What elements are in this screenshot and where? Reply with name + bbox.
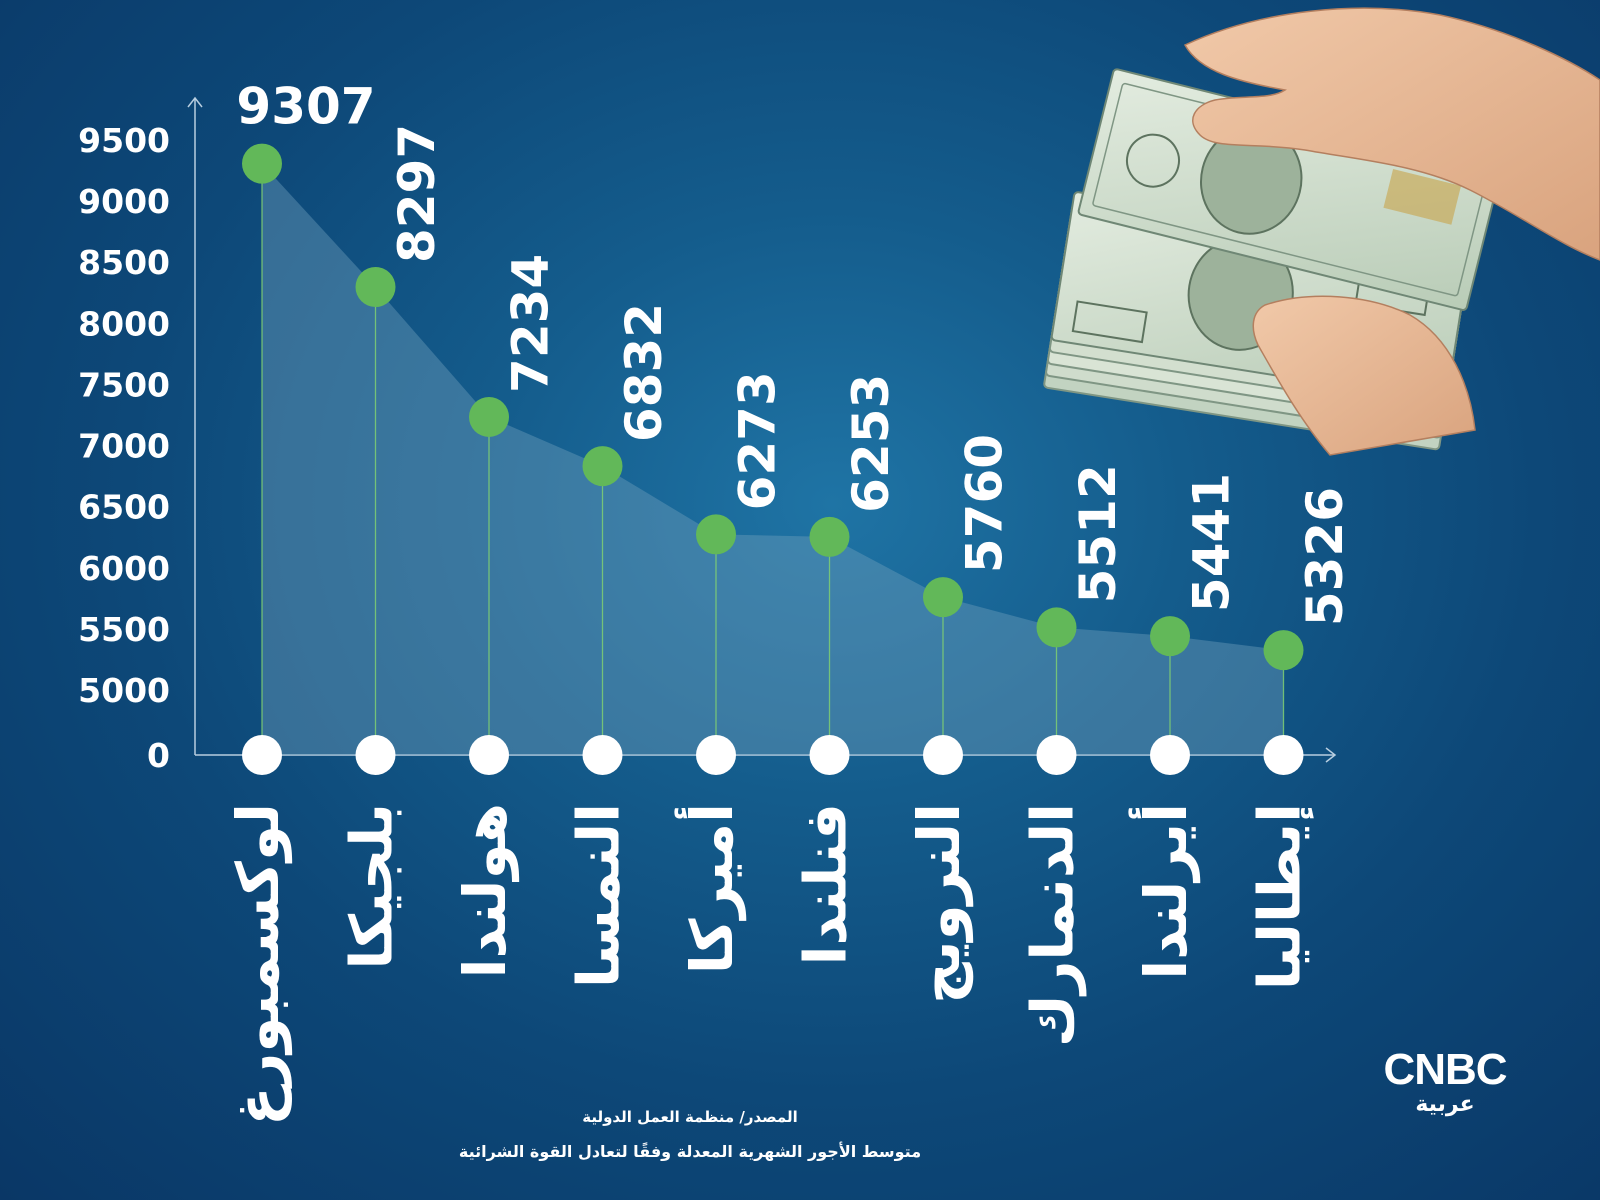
category-label: الدنمارك: [1019, 803, 1087, 1047]
y-tick-label: 7000: [78, 427, 170, 466]
logo-sub-text: عربية: [1415, 1092, 1475, 1117]
baseline-marker: [242, 735, 282, 775]
hands-holding-dollar-bills-icon: [1043, 7, 1600, 456]
metric-description: متوسط الأجور الشهرية المعدلة وفقًا لتعاد…: [458, 1142, 922, 1161]
category-label: لوكسمبورغ: [224, 803, 293, 1126]
category-label: هولندا: [451, 803, 520, 978]
baseline-marker: [1036, 735, 1077, 775]
y-tick-label: 8500: [78, 243, 170, 282]
y-tick-label: 9000: [78, 182, 170, 221]
value-label: 5760: [956, 434, 1014, 573]
baseline-marker: [1263, 735, 1304, 775]
y-tick-label: 5500: [78, 610, 170, 649]
y-tick-label: 7500: [78, 365, 170, 404]
category-label: أيرلندا: [1128, 803, 1201, 980]
value-label: 5512: [1069, 464, 1127, 603]
y-tick-label: 6500: [78, 488, 170, 527]
y-tick-labels: 0 5000 5500 6000 6500 7000 7500 8000 8500 9000 950…: [78, 121, 170, 775]
baseline-marker: [469, 735, 509, 775]
y-tick-label: 0: [147, 736, 170, 775]
cnbc-arabia-logo: CNBC عربية: [1365, 1048, 1525, 1118]
category-label: النرويج: [905, 803, 974, 1004]
value-label: 5326: [1296, 487, 1354, 626]
data-point: [242, 143, 282, 184]
baseline-marker: [355, 735, 396, 775]
data-point: [1150, 616, 1190, 657]
baseline-markers: [242, 735, 1304, 775]
y-axis-arrow: [187, 96, 203, 108]
data-point: [1263, 630, 1304, 671]
data-point: [355, 267, 396, 308]
category-label: فنلندا: [792, 803, 860, 965]
source-note: المصدر/ منظمة العمل الدولية: [582, 1108, 798, 1126]
baseline-marker: [582, 735, 623, 775]
data-point: [923, 577, 963, 618]
baseline-marker: [696, 735, 736, 775]
data-point: [582, 446, 623, 487]
data-point: [469, 396, 509, 437]
baseline-marker: [923, 735, 963, 775]
value-label: 6273: [729, 371, 787, 510]
stems: [261, 163, 1285, 755]
category-label: بلجيكا: [338, 803, 406, 969]
category-label: النمسا: [565, 803, 633, 988]
category-labels: لوكسمبورغ بلجيكا هولندا النمسا أميركا فنلندا ا…: [224, 803, 1315, 1126]
logo-main-text: CNBC: [1383, 1045, 1507, 1094]
value-label: 5441: [1183, 473, 1241, 612]
category-label: إيطاليا: [1246, 803, 1315, 990]
y-tick-label: 6000: [78, 549, 170, 588]
value-label: 6832: [615, 303, 673, 442]
baseline-marker: [1150, 735, 1190, 775]
baseline-marker: [809, 735, 850, 775]
y-tick-label: 9500: [78, 121, 170, 160]
data-point: [809, 516, 850, 557]
value-label: 7234: [502, 254, 560, 393]
area-fill: [262, 163, 1284, 756]
y-tick-label: 8000: [78, 304, 170, 343]
x-axis-arrow: [1325, 747, 1337, 763]
data-point: [696, 514, 736, 555]
y-tick-label: 5000: [78, 671, 170, 710]
data-points: [242, 143, 1304, 671]
value-label: 9307: [236, 78, 375, 136]
category-label: أميركا: [674, 803, 747, 974]
data-point: [1036, 607, 1077, 648]
value-label: 8297: [388, 124, 446, 263]
value-label: 6253: [842, 374, 900, 513]
